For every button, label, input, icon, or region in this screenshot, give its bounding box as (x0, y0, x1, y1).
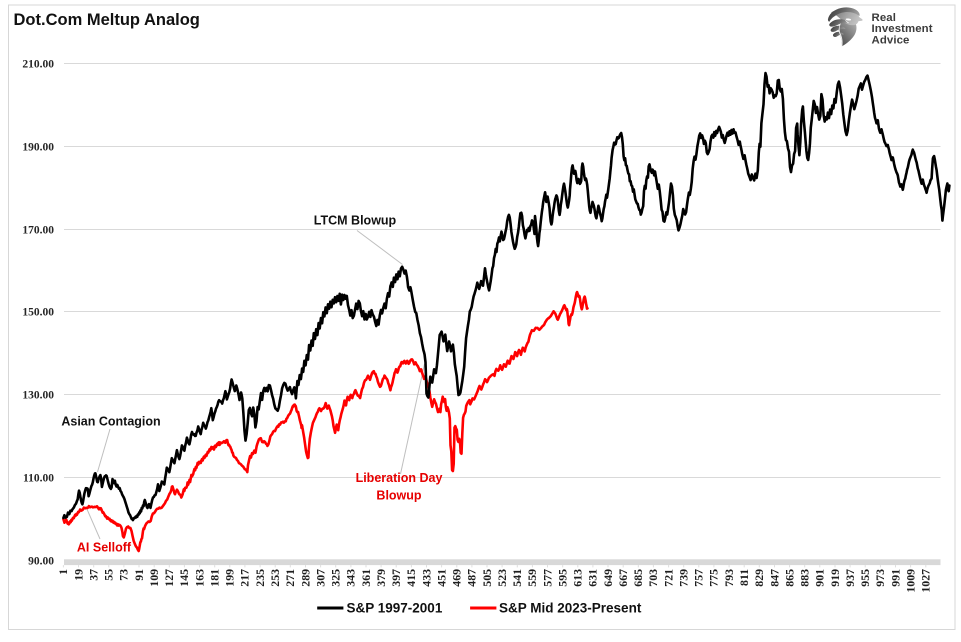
svg-text:595: 595 (555, 569, 569, 587)
svg-text:613: 613 (571, 569, 585, 587)
svg-text:S&P Mid 2023-Present: S&P Mid 2023-Present (499, 601, 642, 616)
svg-text:19: 19 (71, 569, 85, 581)
svg-text:73: 73 (117, 569, 131, 581)
svg-text:AI Selloff: AI Selloff (77, 541, 132, 555)
svg-text:1: 1 (56, 569, 70, 575)
svg-text:325: 325 (329, 569, 343, 587)
svg-text:Blowup: Blowup (376, 489, 421, 503)
svg-text:559: 559 (525, 569, 539, 587)
svg-text:37: 37 (86, 569, 100, 581)
svg-text:937: 937 (843, 569, 857, 587)
svg-text:210.00: 210.00 (22, 59, 54, 71)
svg-text:90.00: 90.00 (28, 556, 54, 568)
svg-text:631: 631 (586, 569, 600, 587)
svg-text:S&P 1997-2001: S&P 1997-2001 (347, 601, 443, 616)
svg-text:235: 235 (253, 569, 267, 587)
svg-text:91: 91 (132, 569, 146, 581)
svg-text:667: 667 (616, 569, 630, 587)
svg-text:199: 199 (223, 569, 237, 587)
svg-text:150.00: 150.00 (22, 307, 54, 319)
svg-text:397: 397 (389, 569, 403, 587)
svg-text:361: 361 (359, 569, 373, 587)
svg-text:163: 163 (192, 569, 206, 587)
svg-text:145: 145 (177, 569, 191, 587)
svg-text:865: 865 (782, 569, 796, 587)
svg-text:Liberation Day: Liberation Day (356, 471, 443, 485)
svg-text:739: 739 (676, 569, 690, 587)
svg-text:170.00: 170.00 (22, 225, 54, 237)
svg-text:Investment: Investment (872, 23, 933, 35)
svg-text:991: 991 (888, 569, 902, 587)
svg-text:415: 415 (404, 569, 418, 587)
svg-text:973: 973 (873, 569, 887, 587)
svg-text:Asian Contagion: Asian Contagion (61, 415, 160, 429)
svg-text:793: 793 (722, 569, 736, 587)
svg-text:757: 757 (692, 569, 706, 587)
svg-text:505: 505 (480, 569, 494, 587)
svg-text:1009: 1009 (903, 569, 917, 593)
svg-text:577: 577 (540, 569, 554, 587)
svg-text:Dot.Com Meltup Analog: Dot.Com Meltup Analog (14, 11, 200, 29)
svg-text:307: 307 (313, 569, 327, 587)
svg-text:469: 469 (450, 569, 464, 587)
svg-text:721: 721 (661, 569, 675, 587)
svg-text:LTCM Blowup: LTCM Blowup (314, 214, 397, 228)
svg-text:110.00: 110.00 (23, 473, 54, 485)
svg-text:685: 685 (631, 569, 645, 587)
svg-text:433: 433 (419, 569, 433, 587)
svg-text:190.00: 190.00 (22, 142, 54, 154)
svg-text:343: 343 (344, 569, 358, 587)
svg-text:127: 127 (162, 569, 176, 587)
svg-text:487: 487 (465, 569, 479, 587)
svg-text:Real: Real (872, 12, 896, 24)
svg-text:955: 955 (858, 569, 872, 587)
svg-text:649: 649 (601, 569, 615, 587)
svg-text:451: 451 (434, 569, 448, 587)
svg-text:130.00: 130.00 (22, 390, 54, 402)
svg-text:253: 253 (268, 569, 282, 587)
svg-text:181: 181 (207, 569, 221, 587)
svg-text:523: 523 (495, 569, 509, 587)
svg-text:271: 271 (283, 569, 297, 587)
svg-text:289: 289 (298, 569, 312, 587)
svg-text:109: 109 (147, 569, 161, 587)
svg-text:811: 811 (737, 569, 751, 586)
svg-text:829: 829 (752, 569, 766, 587)
svg-text:703: 703 (646, 569, 660, 587)
svg-text:847: 847 (767, 569, 781, 587)
svg-text:901: 901 (813, 569, 827, 587)
svg-text:Advice: Advice (872, 34, 910, 46)
svg-text:55: 55 (102, 569, 116, 581)
svg-text:919: 919 (828, 569, 842, 587)
svg-text:1027: 1027 (919, 569, 933, 593)
svg-text:379: 379 (374, 569, 388, 587)
svg-text:883: 883 (798, 569, 812, 587)
svg-text:541: 541 (510, 569, 524, 587)
svg-text:217: 217 (238, 569, 252, 587)
svg-text:775: 775 (707, 569, 721, 587)
